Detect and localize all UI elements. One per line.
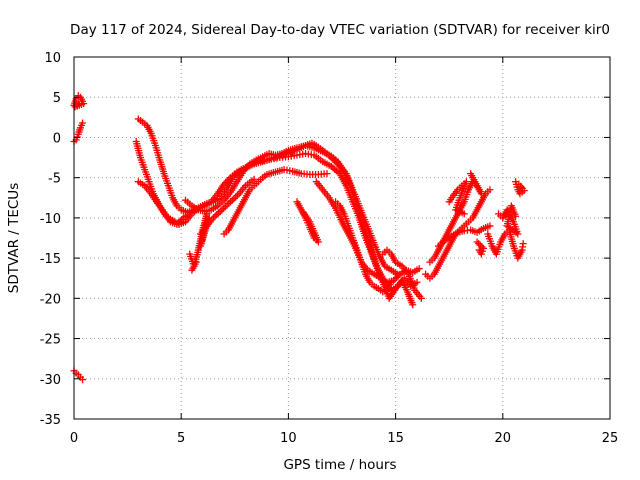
data-point: [394, 272, 402, 280]
data-point: [79, 119, 87, 127]
data-point: [486, 186, 494, 194]
data-point: [480, 244, 488, 252]
x-tick-label: 15: [387, 431, 404, 446]
data-point: [233, 191, 241, 199]
data-point: [227, 198, 235, 206]
series-arc-n: [445, 178, 470, 218]
data-point: [220, 180, 228, 188]
x-tick-label: 0: [70, 431, 78, 446]
y-tick-label: -25: [40, 333, 61, 348]
data-point: [211, 212, 219, 220]
series-late-2: [495, 202, 522, 238]
series-arc-f: [220, 166, 331, 238]
data-point: [475, 240, 483, 248]
series-arc-k: [422, 186, 494, 282]
series-late-1: [484, 226, 527, 262]
x-tick-label: 20: [495, 431, 512, 446]
y-tick-label: 10: [44, 51, 61, 66]
data-point: [299, 208, 307, 216]
series-start-upper: [70, 119, 87, 145]
series-arc-a: [134, 115, 402, 278]
x-tick-label: 5: [177, 431, 185, 446]
data-points: [70, 92, 528, 384]
data-point: [230, 195, 238, 203]
data-point: [225, 175, 233, 183]
y-tick-label: 5: [53, 91, 61, 106]
data-point: [467, 170, 475, 178]
data-point: [223, 177, 231, 185]
data-point: [228, 196, 236, 204]
data-point: [486, 222, 494, 230]
data-point: [176, 217, 184, 225]
y-tick-label: -10: [40, 212, 61, 227]
data-point: [391, 275, 399, 283]
y-tick-label: -35: [40, 413, 61, 428]
data-point: [393, 273, 401, 281]
x-axis-label: GPS time / hours: [283, 457, 396, 473]
y-tick-label: 0: [53, 131, 61, 146]
data-point: [188, 266, 196, 274]
x-tick-label: 10: [280, 431, 297, 446]
data-point: [323, 170, 331, 178]
series-arc-m: [434, 222, 494, 250]
data-point: [517, 183, 525, 191]
data-point: [415, 265, 423, 273]
data-point: [225, 199, 233, 207]
data-point: [460, 210, 468, 218]
data-point: [232, 193, 240, 201]
series-start-low: [70, 367, 87, 384]
data-point: [473, 238, 481, 246]
y-tick-label: -30: [40, 373, 61, 388]
data-point: [389, 277, 397, 285]
chart-title: Day 117 of 2024, Sidereal Day-to-day VTE…: [70, 22, 610, 38]
data-point: [79, 376, 87, 384]
data-point: [250, 175, 258, 183]
series-arc-h: [293, 198, 322, 246]
data-point: [213, 211, 221, 219]
data-point: [413, 278, 421, 286]
y-tick-label: -15: [40, 252, 61, 267]
data-point: [519, 240, 527, 248]
data-point: [222, 178, 230, 186]
data-point: [409, 301, 417, 309]
series-arc-c: [134, 178, 200, 228]
data-point: [74, 100, 82, 108]
data-point: [379, 250, 387, 258]
series-late-4: [473, 238, 488, 258]
x-tick-label: 25: [602, 431, 619, 446]
plot-frame: [73, 56, 611, 420]
series-arc-o: [379, 246, 425, 302]
y-axis-label: SDTVAR / TECUs: [6, 183, 22, 293]
grid-lines: [74, 57, 610, 419]
data-point: [173, 220, 181, 228]
series-late-3: [512, 178, 528, 198]
data-point: [220, 204, 228, 212]
data-point: [476, 241, 484, 249]
y-tick-label: -20: [40, 292, 61, 307]
data-point: [512, 212, 520, 220]
series-start-top: [70, 92, 88, 111]
y-tick-label: -5: [48, 172, 61, 187]
data-point: [71, 103, 79, 111]
data-point: [178, 215, 186, 223]
data-point: [478, 243, 486, 251]
axis-ticks: 0 5 10 15 20 25 -35 -30 -25 -20 -15 -10 -5 0 5 10: [40, 51, 619, 446]
series-arc-g: [196, 175, 258, 238]
series-arc-d: [181, 141, 417, 309]
data-point: [175, 219, 183, 227]
